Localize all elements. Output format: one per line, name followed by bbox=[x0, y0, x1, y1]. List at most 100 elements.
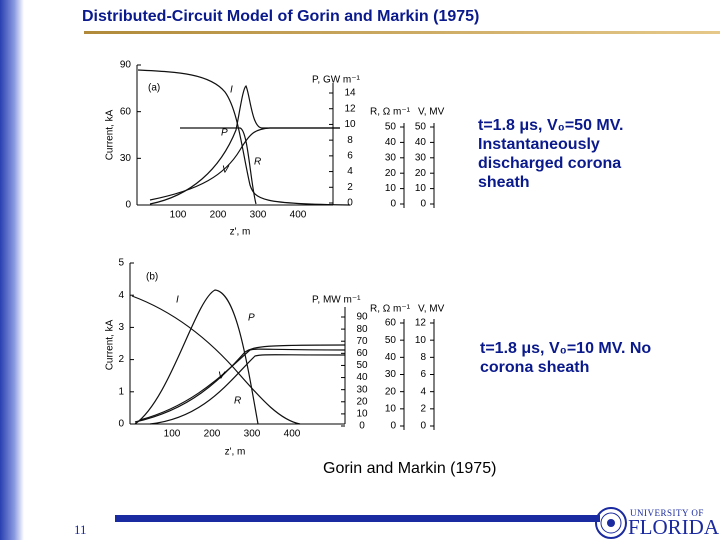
p-tick-label: 0 bbox=[347, 198, 353, 209]
slide-title: Distributed-Circuit Model of Gorin and M… bbox=[82, 8, 480, 25]
y-tick-label: 30 bbox=[120, 153, 132, 164]
v-tick-label: 10 bbox=[415, 183, 427, 194]
p-tick-label: 10 bbox=[344, 119, 356, 130]
page-number: 11 bbox=[74, 522, 87, 537]
x-tick-label: 200 bbox=[204, 429, 221, 440]
v-tick-label: 50 bbox=[415, 122, 427, 133]
y-tick-label: 4 bbox=[118, 290, 124, 301]
p-tick-label: 8 bbox=[347, 135, 353, 146]
curve-label: I bbox=[230, 85, 233, 96]
p-tick-label: 6 bbox=[347, 150, 353, 161]
p-tick-label: 60 bbox=[356, 348, 368, 359]
curve bbox=[180, 127, 257, 205]
p-tick-label: 4 bbox=[347, 166, 353, 177]
p-tick-label: 90 bbox=[356, 312, 368, 323]
p-tick-label: 14 bbox=[344, 88, 356, 99]
r-tick-label: 10 bbox=[385, 183, 397, 194]
panel-label: (b) bbox=[146, 272, 158, 283]
title-rule bbox=[84, 31, 720, 34]
y-tick-label: 5 bbox=[118, 258, 124, 269]
x-axis-label: z', m bbox=[230, 227, 251, 238]
panel-label: (a) bbox=[148, 83, 160, 94]
curve bbox=[139, 348, 346, 421]
logo-seal bbox=[595, 507, 627, 539]
v-tick-label: 0 bbox=[420, 199, 426, 210]
v-tick-label: 12 bbox=[415, 318, 427, 329]
curve bbox=[149, 354, 346, 425]
y-tick-label: 2 bbox=[118, 354, 124, 365]
v-tick-label: 6 bbox=[420, 369, 426, 380]
x-tick-label: 100 bbox=[164, 429, 181, 440]
x-tick-label: 300 bbox=[244, 429, 261, 440]
logo-line1: UNIVERSITY OF bbox=[630, 508, 704, 518]
r-tick-label: 60 bbox=[385, 318, 397, 329]
p-tick-label: 50 bbox=[356, 360, 368, 371]
curve-label: V bbox=[218, 371, 226, 382]
v-tick-label: 10 bbox=[415, 335, 427, 346]
p-tick-label: 80 bbox=[356, 324, 368, 335]
curve bbox=[134, 289, 259, 425]
r-tick-label: 50 bbox=[385, 122, 397, 133]
p-tick-label: 70 bbox=[356, 336, 368, 347]
r-tick-label: 30 bbox=[385, 369, 397, 380]
p-tick-label: 30 bbox=[356, 384, 368, 395]
curve bbox=[131, 295, 301, 425]
v-tick-label: 4 bbox=[420, 386, 426, 397]
y-tick-label: 0 bbox=[118, 419, 124, 430]
curves bbox=[131, 69, 351, 425]
p-tick-label: 20 bbox=[356, 396, 368, 407]
r-tick-label: 20 bbox=[385, 386, 397, 397]
x-tick-label: 400 bbox=[284, 429, 301, 440]
r-tick-label: 30 bbox=[385, 152, 397, 163]
curve bbox=[137, 69, 351, 206]
v-tick-label: 0 bbox=[420, 421, 426, 432]
r-tick-label: 20 bbox=[385, 168, 397, 179]
curve-label: R bbox=[254, 157, 261, 168]
curve bbox=[149, 127, 340, 201]
p-tick-label: 0 bbox=[359, 421, 365, 432]
y-axis-label: Current, kA bbox=[105, 109, 116, 160]
curve bbox=[134, 344, 346, 423]
caption: t=1.8 μs, V₀=10 MV. No corona sheath bbox=[480, 340, 652, 376]
r-tick-label: 40 bbox=[385, 137, 397, 148]
x-tick-label: 300 bbox=[250, 210, 267, 221]
v-tick-label: 8 bbox=[420, 352, 426, 363]
p-axis-label: P, MW m⁻¹ bbox=[312, 295, 361, 306]
r-tick-label: 0 bbox=[390, 421, 396, 432]
left-bar bbox=[0, 0, 24, 540]
curve-label: V bbox=[222, 165, 230, 176]
x-tick-label: 400 bbox=[290, 210, 307, 221]
v-tick-label: 2 bbox=[420, 403, 426, 414]
citation: Gorin and Markin (1975) bbox=[323, 460, 497, 477]
r-tick-label: 10 bbox=[385, 403, 397, 414]
v-tick-label: 30 bbox=[415, 152, 427, 163]
v-tick-label: 20 bbox=[415, 168, 427, 179]
x-tick-label: 200 bbox=[210, 210, 227, 221]
r-axis-label: R, Ω m⁻¹ bbox=[370, 107, 411, 118]
curve-label: I bbox=[176, 295, 179, 306]
y-tick-label: 1 bbox=[118, 386, 124, 397]
y-tick-label: 60 bbox=[120, 106, 132, 117]
curve-label: P bbox=[248, 313, 255, 324]
y-tick-label: 3 bbox=[118, 322, 124, 333]
curve-label: R bbox=[234, 396, 241, 407]
bottom-bar bbox=[115, 515, 600, 522]
p-tick-label: 40 bbox=[356, 372, 368, 383]
x-tick-label: 100 bbox=[170, 210, 187, 221]
p-tick-label: 2 bbox=[347, 182, 353, 193]
y-axis-label: Current, kA bbox=[105, 319, 116, 370]
x-axis-label: z', m bbox=[225, 447, 246, 458]
curve-label: P bbox=[221, 128, 228, 139]
p-tick-label: 10 bbox=[356, 409, 368, 420]
y-tick-label: 90 bbox=[120, 60, 132, 71]
v-axis-label: V, MV bbox=[418, 107, 445, 118]
logo-line2: FLORIDA bbox=[628, 515, 720, 539]
caption: t=1.8 μs, V₀=50 MV. Instantaneously disc… bbox=[478, 117, 624, 191]
r-axis-label: R, Ω m⁻¹ bbox=[370, 304, 411, 315]
curve bbox=[149, 85, 340, 205]
r-tick-label: 40 bbox=[385, 352, 397, 363]
y-tick-label: 0 bbox=[125, 200, 131, 211]
p-tick-label: 12 bbox=[344, 103, 356, 114]
